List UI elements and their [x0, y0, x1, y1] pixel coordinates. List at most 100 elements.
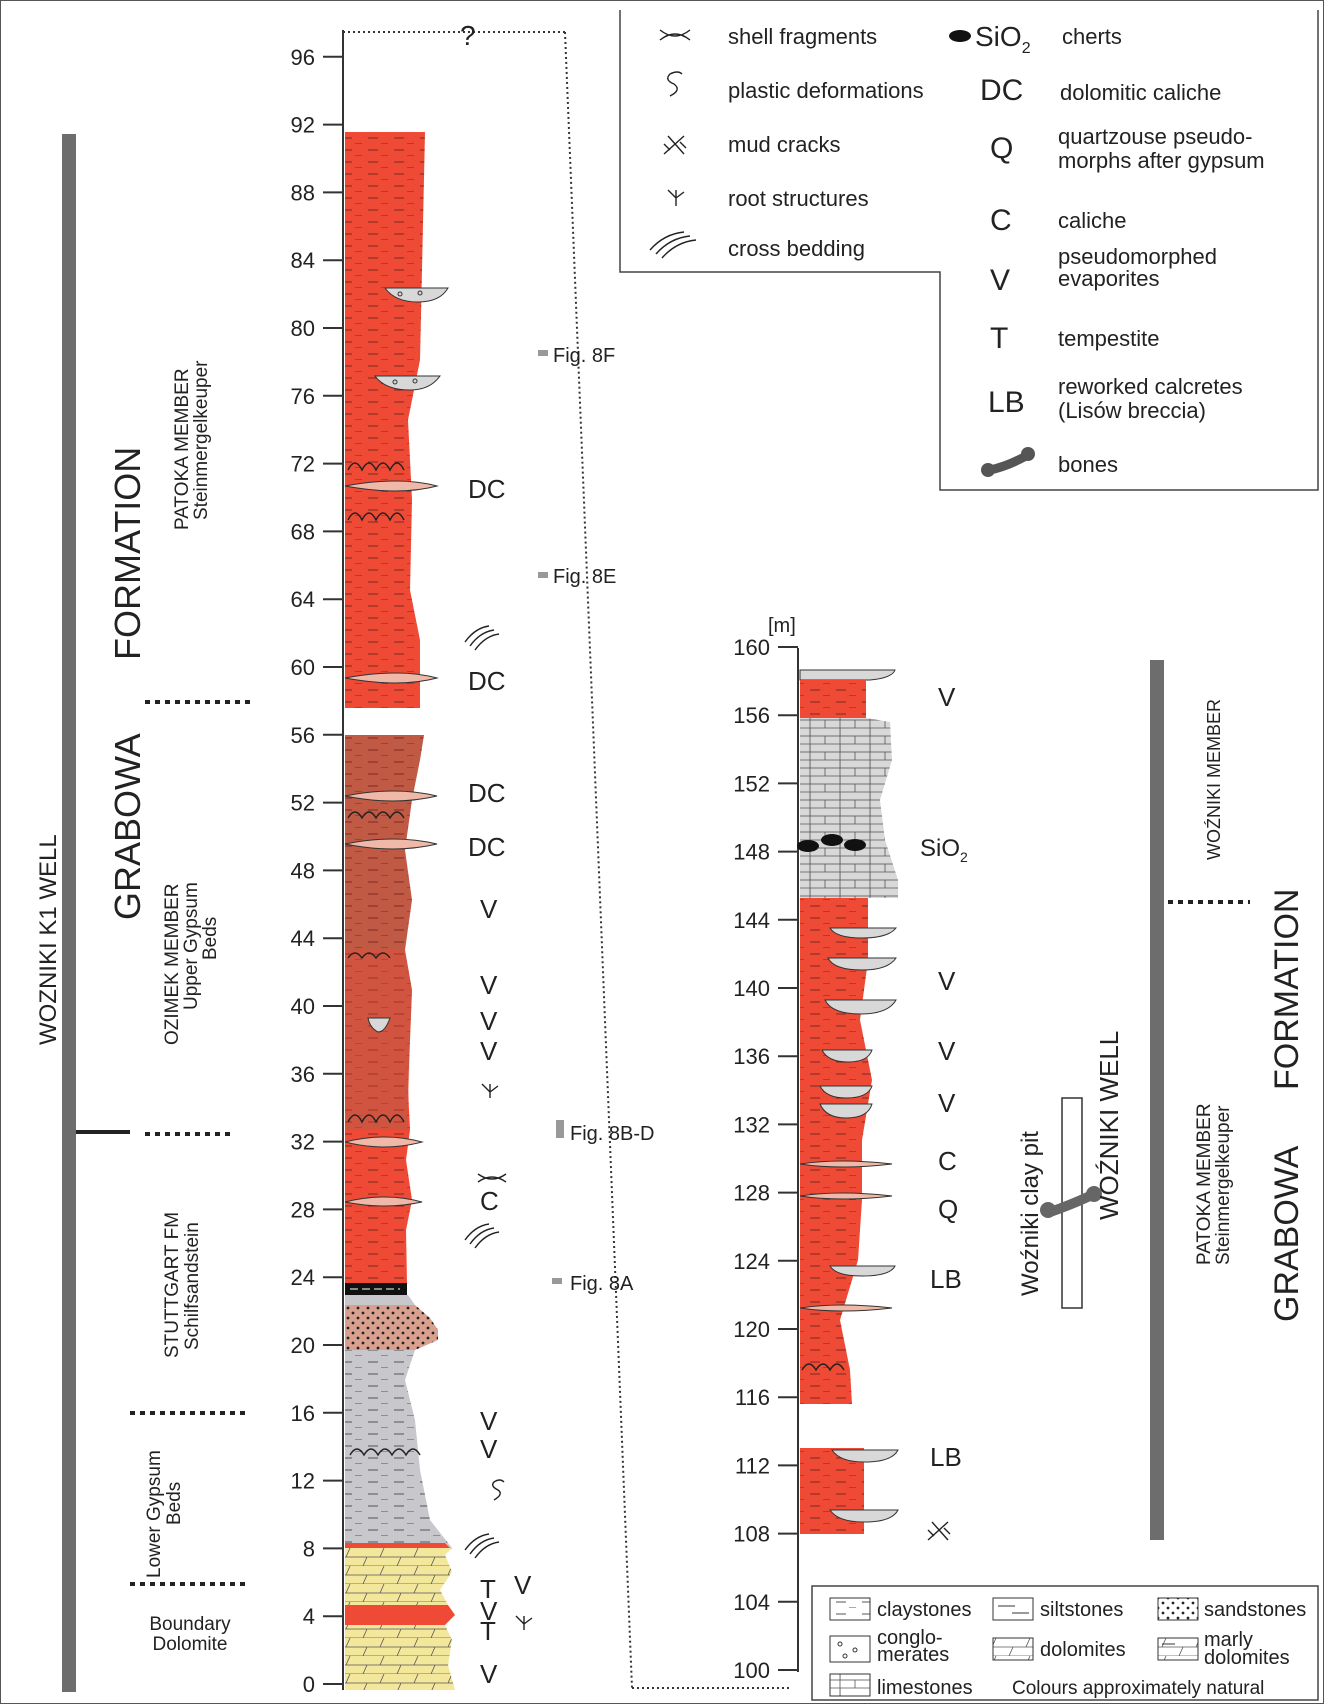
- column1-scale-label: 36: [291, 1062, 315, 1087]
- symbol-legend: shell fragments plastic deformations mud…: [619, 10, 1319, 491]
- lith-dolomites: dolomites: [1040, 1639, 1126, 1661]
- column1-scale-label: 80: [291, 316, 315, 341]
- symbol-dc: DC: [468, 832, 506, 862]
- column1-scale-label: 32: [291, 1130, 315, 1155]
- column1-scale-label: 52: [291, 791, 315, 816]
- stuttgart-line2: Schilfsandstein: [182, 1222, 203, 1350]
- patoka2-line1: PATOKA MEMBER: [1194, 1103, 1215, 1265]
- column1-ticks: [323, 55, 343, 1685]
- symbol-v: V: [480, 894, 498, 924]
- symbol-v: V: [480, 1006, 498, 1036]
- column2-scale-label: 100: [733, 1658, 770, 1683]
- legend-root: root structures: [728, 186, 869, 211]
- symbol-t: T: [480, 1616, 496, 1646]
- unit-label: [m]: [768, 615, 796, 637]
- fig-8bd-label: Fig. 8B-D: [570, 1123, 654, 1145]
- clay-pit-label: Woźniki clay pit: [1017, 1131, 1044, 1296]
- symbol-lb: LB: [930, 1442, 962, 1472]
- wozniki-well-bar: [1150, 660, 1164, 1540]
- formation-word2: FORMATION: [107, 447, 148, 660]
- fig-8f-label: Fig. 8F: [553, 345, 615, 367]
- column2-lenses: [799, 927, 899, 1523]
- formation2-word2: FORMATION: [1268, 889, 1306, 1090]
- column2-scale-label: 160: [733, 635, 770, 660]
- lith-claystones: claystones: [877, 1599, 972, 1621]
- legend-q-code: Q: [990, 132, 1013, 165]
- legend-dc-text: dolomitic caliche: [1060, 80, 1221, 105]
- symbol-c: C: [938, 1146, 957, 1176]
- legend-dc-code: DC: [980, 74, 1023, 107]
- root-structures-icon: [667, 189, 685, 206]
- legend-q-text2: morphs after gypsum: [1058, 148, 1265, 173]
- cherts-icon: [949, 30, 971, 42]
- patoka2-line2: Steinmergelkeuper: [1213, 1105, 1234, 1265]
- legend-mud: mud cracks: [728, 132, 840, 157]
- column1-scale-label: 24: [291, 1265, 315, 1290]
- column1-scale-labels: 0481216202428323640444852566064687276808…: [291, 45, 315, 1697]
- correlation-dotted-line: [564, 31, 633, 1689]
- column1-scale-label: 44: [291, 926, 315, 951]
- ozimek-line1: OZIMEK MEMBER: [162, 883, 183, 1045]
- mud-cracks-icon: [927, 1521, 951, 1541]
- column1-scale-label: 20: [291, 1333, 315, 1358]
- column2-stratigraphy: WOŹNIKI WELL WOŹNIKI MEMBER PATOKA MEMBE…: [1094, 660, 1306, 1540]
- lithology-legend: claystones siltstones sandstones conglo-…: [811, 1585, 1319, 1701]
- symbol-dc: DC: [468, 778, 506, 808]
- column1-scale-label: 92: [291, 113, 315, 138]
- symbol-lb: LB: [930, 1264, 962, 1294]
- formation-word1: GRABOWA: [107, 733, 148, 920]
- column1-scale-label: 40: [291, 994, 315, 1019]
- boundary-line1: Boundary: [149, 1614, 231, 1635]
- column2-lithology: [797, 669, 898, 1534]
- column2-scale-label: 156: [733, 703, 770, 728]
- cross-bedding-icon: [649, 231, 697, 259]
- column2-symbols: V V V V C Q LB LB SiO2: [920, 682, 968, 1541]
- column2-scale-label: 144: [733, 908, 770, 933]
- symbol-v: V: [938, 682, 956, 712]
- clay-pit: Woźniki clay pit: [1017, 1097, 1102, 1309]
- legend-c-code: C: [990, 204, 1012, 237]
- column2-scale-label: 148: [733, 840, 770, 865]
- column1-axis: 0481216202428323640444852566064687276808…: [291, 30, 344, 1697]
- lith-conglo2: merates: [877, 1644, 949, 1666]
- symbol-c: C: [480, 1186, 499, 1216]
- column1-lenses: [344, 287, 449, 1207]
- lith-note: Colours approximately natural: [1012, 1678, 1264, 1699]
- cross-bedding-icon: [464, 625, 500, 651]
- column1-arches: [347, 462, 421, 1457]
- column1-scale-label: 72: [291, 452, 315, 477]
- patoka-line2: Steinmergelkeuper: [191, 360, 212, 520]
- column1-scale-label: 64: [291, 587, 315, 612]
- well2-name-label: WOŹNIKI WELL: [1094, 1031, 1124, 1220]
- column1-scale-label: 8: [303, 1536, 315, 1561]
- legend-c-text: caliche: [1058, 208, 1126, 233]
- symbol-v: V: [480, 1659, 498, 1689]
- lower-gypsum-line1: Lower Gypsum: [144, 1450, 165, 1578]
- column2-scale-label: 152: [733, 771, 770, 796]
- ozimek-line3: Beds: [200, 917, 221, 960]
- column1-scale-label: 84: [291, 248, 315, 273]
- wozniki-k1-bar: [62, 134, 76, 1692]
- lith-limestones: limestones: [877, 1677, 973, 1699]
- legend-cross: cross bedding: [728, 236, 865, 261]
- column1-symbols: DC DC DC DC V V V V C V V T V V T V: [468, 474, 532, 1689]
- legend-lb-text1: reworked calcretes: [1058, 374, 1243, 399]
- symbol-v: V: [480, 1434, 498, 1464]
- wozniki-member-label: WOŹNIKI MEMBER: [1204, 699, 1224, 860]
- fig-8a-label: Fig. 8A: [570, 1273, 634, 1295]
- legend-t-text: tempestite: [1058, 326, 1160, 351]
- symbol-dc: DC: [468, 474, 506, 504]
- column1-scale-label: 12: [291, 1469, 315, 1494]
- lith-marly1: marly: [1204, 1629, 1253, 1651]
- column2-axis: 100 104 108 112 116 120 124 128 132 136 140 144 148 1…: [733, 615, 799, 1683]
- fig-8e-label: Fig. 8E: [553, 566, 616, 588]
- boundary-line2: Dolomite: [153, 1634, 228, 1655]
- column1-stratigraphy: WOZNIKI K1 WELL GRABOWA FORMATION PATOKA…: [35, 134, 250, 1692]
- legend-t-code: T: [990, 322, 1008, 355]
- root-structures-icon: [481, 1083, 499, 1098]
- legend-v-code: V: [990, 264, 1010, 297]
- column1-scale-label: 0: [303, 1672, 315, 1697]
- symbol-v: V: [480, 1596, 498, 1626]
- cross-bedding-icon: [464, 1223, 500, 1249]
